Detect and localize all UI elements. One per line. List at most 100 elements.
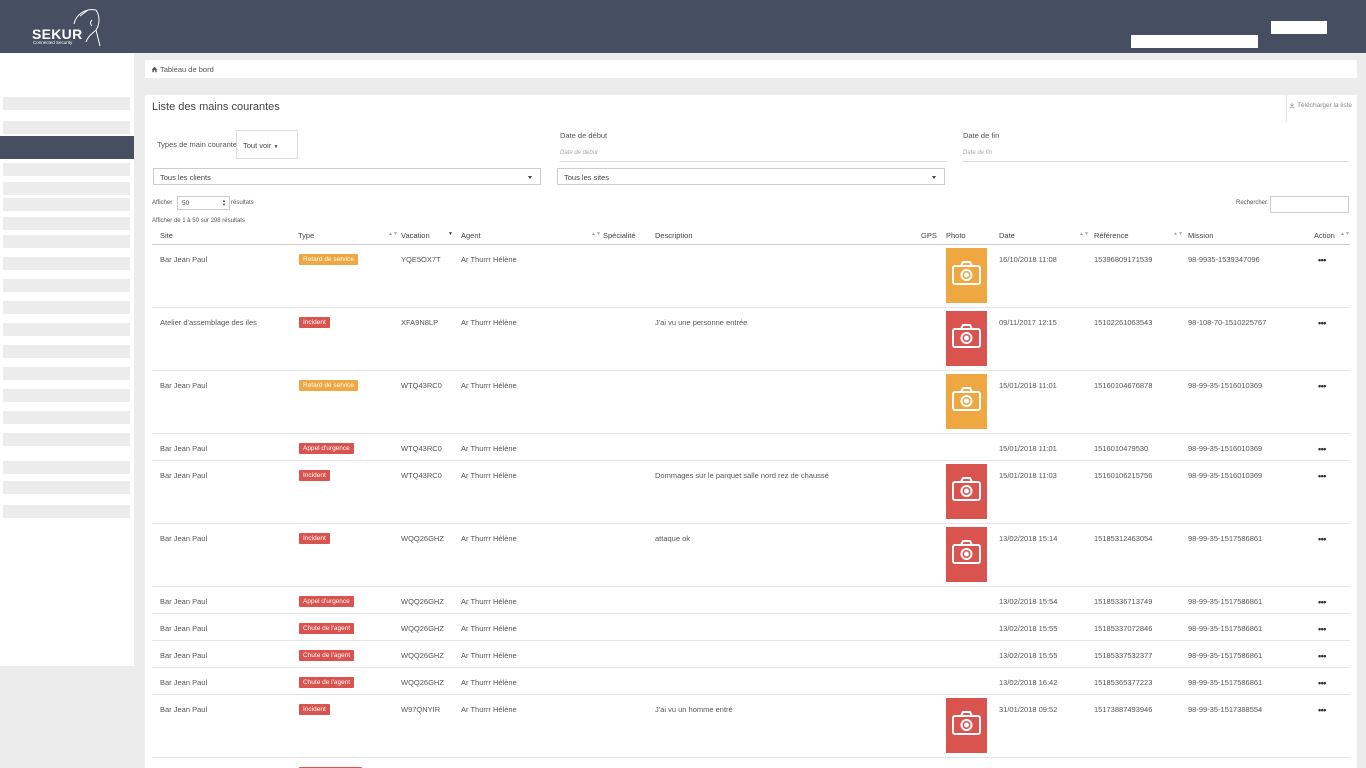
agent-cell: Ar Thurrr Hélène — [461, 624, 517, 633]
col-description[interactable]: Description — [655, 231, 693, 240]
download-list-link[interactable]: Télécharger la liste — [1289, 102, 1352, 109]
camera-icon — [952, 387, 981, 411]
more-actions-icon[interactable]: ••• — [1318, 534, 1326, 544]
sidebar-item[interactable] — [3, 97, 130, 110]
col-site[interactable]: Site — [160, 231, 173, 240]
home-icon — [151, 66, 158, 73]
sidebar-item[interactable] — [3, 279, 130, 292]
table-row[interactable]: Bar Jean Paul WTQ43RC0 Ar Thurrr Hélène 15/… — [152, 434, 1350, 461]
sidebar-item[interactable] — [3, 345, 130, 358]
sort-desc-icon[interactable]: ▼ — [448, 231, 453, 237]
table-row[interactable]: Bar Jean Paul WQQ26GHZ Ar Thurrr Hélène 13/… — [152, 587, 1350, 614]
vacation-cell: XFA9N8LP — [401, 318, 439, 327]
start-date-label: Date de début — [560, 131, 608, 140]
sidebar-item[interactable] — [3, 163, 130, 176]
col-vacation[interactable]: Vacation — [401, 231, 430, 240]
more-actions-icon[interactable]: ••• — [1318, 471, 1326, 481]
more-actions-icon[interactable]: ••• — [1318, 597, 1326, 607]
more-actions-icon[interactable]: ••• — [1318, 624, 1326, 634]
start-date-underline — [559, 161, 947, 162]
table-row[interactable]: Bar Jean Paul WQQ26GHZ Ar Thurrr Hélène att… — [152, 524, 1350, 587]
col-date[interactable]: Date — [999, 231, 1015, 240]
type-badge: Incident — [299, 704, 330, 715]
sidebar-item[interactable] — [3, 235, 130, 248]
start-date-input[interactable]: Date de début — [560, 150, 598, 156]
end-date-input[interactable]: Date de fin — [963, 150, 993, 156]
sidebar-item[interactable] — [3, 182, 130, 195]
sites-select[interactable]: Tous les sites — [557, 168, 945, 185]
sidebar-item-active[interactable] — [0, 136, 134, 159]
description-cell: attaque ok — [655, 534, 691, 543]
sort-icon[interactable]: ▲▼ — [1340, 231, 1350, 237]
page-size-select[interactable]: 50 ▲ ▼ — [177, 196, 230, 210]
col-reference[interactable]: Référence — [1094, 231, 1129, 240]
col-mission[interactable]: Mission — [1188, 231, 1214, 240]
sidebar-item[interactable] — [3, 121, 130, 134]
sidebar-item[interactable] — [3, 198, 130, 211]
description-cell: J'ai vu une personne entrée — [655, 318, 748, 327]
sidebar-item[interactable] — [3, 411, 130, 424]
top-action-placeholder[interactable] — [1271, 21, 1327, 34]
col-gps[interactable]: GPS — [921, 231, 937, 240]
col-agent[interactable]: Agent — [461, 231, 481, 240]
spinner-icon: ▲ ▼ — [222, 198, 226, 207]
table-row[interactable]: Bar Jean Paul WQQ26GHZ Ar Thurrr Hélène 13/… — [152, 614, 1350, 641]
sidebar-item[interactable] — [3, 505, 130, 518]
brand-logo[interactable]: SEKUR Connected Security — [30, 6, 110, 48]
table-row[interactable]: Bar Jean Paul W97QNYIR Ar Thurrr Hélène J'a… — [152, 695, 1350, 758]
col-photo[interactable]: Photo — [946, 231, 966, 240]
table-row[interactable]: Bar Jean Paul WTQ43RC0 Ar Thurrr Hélène Dom… — [152, 461, 1350, 524]
sidebar-item[interactable] — [3, 461, 130, 474]
table-row[interactable]: Bar Jean Paul WQQ26GHZ Ar Thurrr Hélène 13/… — [152, 668, 1350, 695]
search-input[interactable] — [1270, 196, 1349, 213]
more-actions-icon[interactable]: ••• — [1318, 255, 1326, 265]
table-row[interactable]: Atelier d'assemblage des iles XFA9N8LP Ar … — [152, 308, 1350, 371]
photo-thumbnail[interactable] — [946, 464, 987, 519]
more-actions-icon[interactable]: ••• — [1318, 651, 1326, 661]
sidebar-item[interactable] — [3, 301, 130, 314]
table-row[interactable]: Bar Jean Paul WQQ26GHZ Ar Thurrr Hélène 13/… — [152, 641, 1350, 668]
more-actions-icon[interactable]: ••• — [1318, 381, 1326, 391]
photo-thumbnail[interactable] — [946, 248, 987, 303]
sort-icon[interactable]: ▲▼ — [388, 231, 398, 237]
vacation-cell: WTQ43RC0 — [401, 471, 442, 480]
col-action[interactable]: Action — [1314, 231, 1335, 240]
type-badge: Chute de l'agent — [299, 677, 355, 688]
photo-thumbnail[interactable] — [946, 698, 987, 753]
sort-icon[interactable]: ▲▼ — [591, 231, 601, 237]
table-row[interactable]: Bar Jean Paul YQE5OX7T Ar Thurrr Hélène 16/… — [152, 245, 1350, 308]
col-type[interactable]: Type — [298, 231, 315, 240]
clients-select[interactable]: Tous les clients — [153, 168, 541, 185]
photo-thumbnail[interactable] — [946, 311, 987, 366]
lion-logo-icon — [73, 9, 101, 47]
sidebar-item[interactable] — [3, 217, 130, 230]
types-dropdown[interactable]: Tout voir ▼ — [236, 130, 298, 159]
sidebar-item[interactable] — [3, 433, 130, 446]
photo-thumbnail[interactable] — [946, 374, 987, 429]
more-actions-icon[interactable]: ••• — [1318, 678, 1326, 688]
col-specialite[interactable]: Spécialité — [603, 231, 636, 240]
sort-icon[interactable]: ▲▼ — [1079, 231, 1089, 237]
photo-thumbnail[interactable] — [946, 527, 987, 582]
table-row[interactable]: Bar Jean PaulW6KKP5HFAr Thurrr Hélène12/… — [152, 758, 1350, 768]
date-cell: 15/01/2018 11:01 — [999, 444, 1057, 453]
clients-value: Tous les clients — [160, 173, 211, 182]
sidebar-item[interactable] — [3, 257, 130, 270]
user-menu-placeholder[interactable] — [1131, 35, 1258, 48]
end-date-label: Date de fin — [963, 131, 1000, 140]
sidebar-item[interactable] — [3, 481, 130, 494]
site-cell: Bar Jean Paul — [160, 624, 208, 633]
site-cell: Bar Jean Paul — [160, 705, 208, 714]
more-actions-icon[interactable]: ••• — [1318, 705, 1326, 715]
vacation-cell: YQE5OX7T — [401, 255, 441, 264]
sidebar-item[interactable] — [3, 389, 130, 402]
sort-icon[interactable]: ▲▼ — [1173, 231, 1183, 237]
date-cell: 15/01/2018 11:01 — [999, 381, 1057, 390]
sidebar-item[interactable] — [3, 367, 130, 380]
agent-cell: Ar Thurrr Hélène — [461, 471, 517, 480]
breadcrumb-home[interactable]: Tableau de bord — [151, 65, 214, 74]
table-row[interactable]: Bar Jean Paul WTQ43RC0 Ar Thurrr Hélène 15/… — [152, 371, 1350, 434]
more-actions-icon[interactable]: ••• — [1318, 444, 1326, 454]
more-actions-icon[interactable]: ••• — [1318, 318, 1326, 328]
sidebar-item[interactable] — [3, 323, 130, 336]
